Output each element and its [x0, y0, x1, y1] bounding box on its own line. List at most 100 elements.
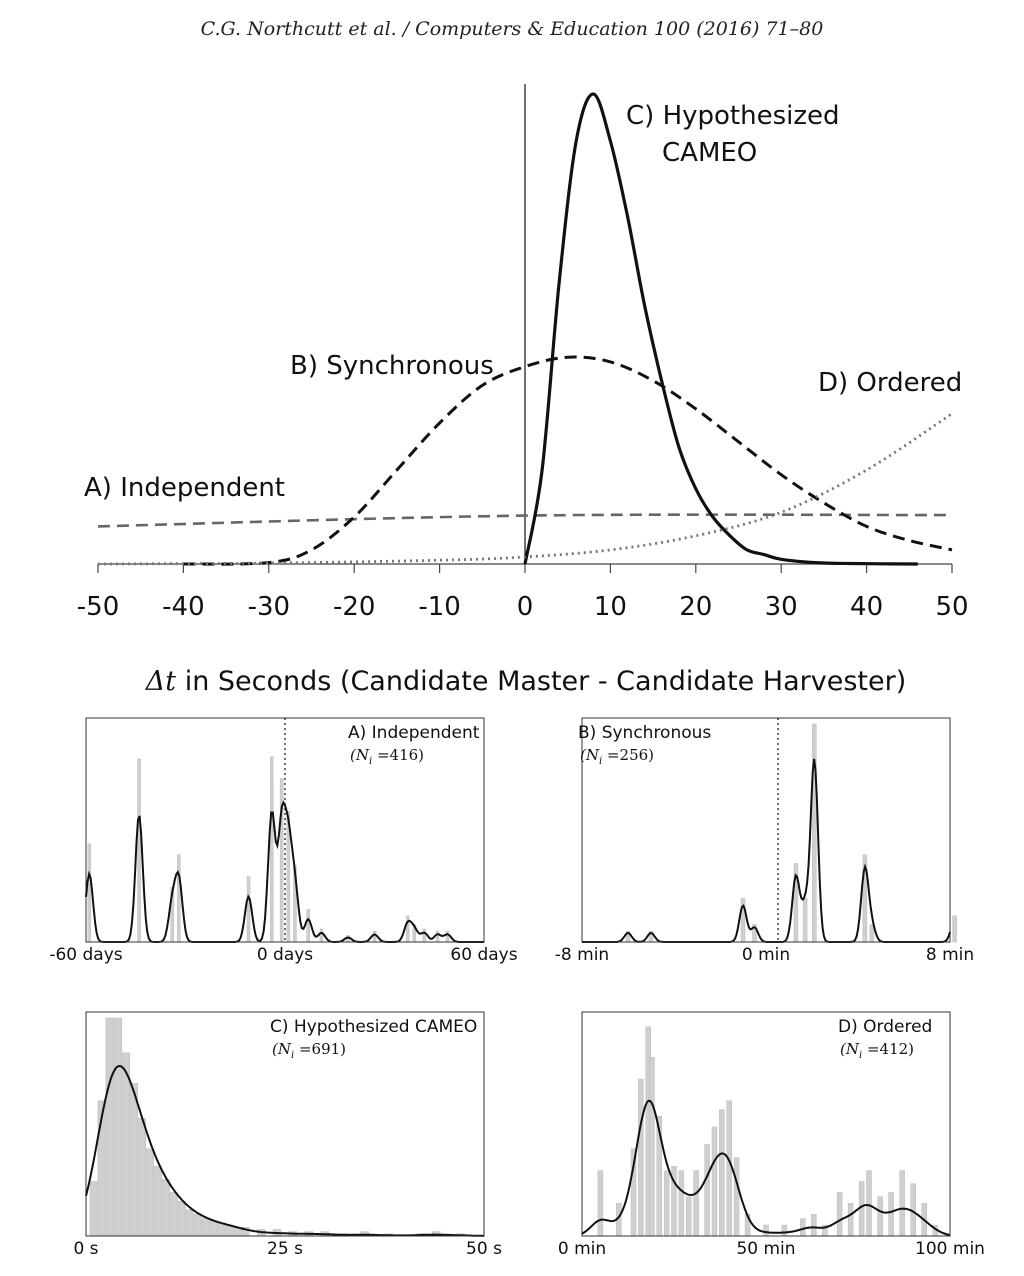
n-label: (Ni =256)	[580, 746, 654, 767]
density-curve	[582, 758, 951, 943]
histogram-bar	[269, 756, 274, 943]
histogram-bar	[812, 723, 817, 943]
x-axis-symbol: Δt	[145, 666, 176, 697]
histogram-bar	[877, 1196, 883, 1237]
main-chart: -50 -40 -30 -20 -10 0 10 20 30 40 50 A) Independent…	[77, 84, 969, 697]
x-tick-label: 100 min	[915, 1239, 985, 1259]
histogram-bar	[193, 1213, 202, 1237]
histogram-bar	[952, 915, 957, 943]
panel-b-synchronous: -8 min 0 min 8 min B) Synchronous (Ni =256)	[555, 717, 974, 965]
histogram-bar	[177, 1200, 186, 1237]
histogram-bar	[711, 1126, 718, 1237]
series-label: D) Ordered	[818, 368, 962, 398]
histogram-bar	[209, 1220, 218, 1237]
x-axis-text: in Seconds (Candidate Master - Candidate…	[176, 666, 906, 697]
series-c-cameo	[523, 92, 918, 566]
histogram-bar	[888, 1192, 894, 1237]
histogram-bar	[306, 909, 310, 943]
n-label-subscript: i	[369, 756, 372, 767]
histogram-bar	[802, 898, 808, 943]
n-label-value: =412)	[862, 1040, 914, 1058]
histogram-bar	[869, 924, 875, 943]
histogram-bar	[704, 1144, 710, 1237]
series-label-c-line2: CAMEO	[662, 138, 757, 168]
histogram-bar	[105, 1017, 115, 1237]
histogram-bar	[145, 1148, 154, 1237]
panel-a-independent: -60 days 0 days 60 days A) Independent (Ni =…	[49, 717, 518, 965]
panel-d-ordered: 0 min 50 min 100 min D) Ordered (Ni =412)	[558, 1011, 985, 1259]
histogram-bar	[726, 1100, 732, 1237]
histogram-bar	[137, 1118, 146, 1237]
n-label-symbol: (N	[580, 746, 600, 764]
histogram-bar	[763, 1224, 769, 1237]
n-label-value: =691)	[294, 1040, 346, 1058]
x-tick-label: 50 min	[736, 1239, 795, 1259]
n-label-symbol: (N	[272, 1040, 292, 1058]
histogram-bar	[372, 930, 377, 943]
histogram-bar	[121, 1052, 131, 1237]
histogram-bar	[899, 1170, 905, 1237]
histogram-bar	[685, 1196, 692, 1237]
histogram-bar	[422, 928, 427, 943]
histogram-bar	[217, 1222, 226, 1237]
histogram-bar	[663, 1170, 670, 1237]
histogram-bar	[811, 1213, 817, 1237]
series-label: B) Synchronous	[290, 351, 494, 381]
x-tick-label: -30	[248, 592, 290, 622]
series-label: A) Independent	[84, 473, 285, 503]
x-tick-label: -60 days	[49, 945, 122, 965]
histogram-bar	[678, 1170, 685, 1237]
n-label-value: =256)	[602, 746, 654, 764]
histogram-bar	[87, 843, 92, 943]
histogram-bar	[445, 930, 450, 943]
x-tick-label: -20	[333, 592, 375, 622]
histogram-bar	[113, 1017, 123, 1237]
histogram-bar	[137, 758, 141, 943]
histogram-bar	[319, 928, 324, 943]
histogram-bar	[800, 1218, 806, 1237]
histogram-bar	[201, 1218, 210, 1237]
n-label-symbol: (N	[350, 746, 370, 764]
histogram-bar	[597, 1170, 604, 1237]
series-label-c-line1: C) Hypothesized	[626, 101, 840, 131]
histogram-bar	[733, 1157, 740, 1237]
histogram-bar	[246, 876, 251, 943]
histogram-bar	[719, 1109, 725, 1237]
density-curve	[581, 1099, 951, 1236]
histogram-bar	[169, 1192, 178, 1237]
x-tick-label: 0 days	[257, 945, 313, 965]
n-label: (Ni =412)	[840, 1040, 914, 1061]
series-a-independent	[97, 513, 953, 528]
histogram-bar	[847, 1203, 854, 1237]
n-label-value: =416)	[372, 746, 424, 764]
x-tick-label: -50	[77, 592, 119, 622]
histogram-bar	[866, 1170, 872, 1237]
series-b-synchronous	[183, 355, 953, 566]
panel-title: B) Synchronous	[578, 723, 711, 743]
histogram-bar	[129, 1083, 139, 1237]
histogram-bar	[638, 1078, 644, 1237]
x-tick-label: 50	[935, 592, 968, 622]
histogram-bar	[649, 1056, 655, 1237]
panel-c-cameo: 0 s 25 s 50 s C) Hypothesized CAMEO (Ni =691…	[73, 1011, 502, 1259]
x-tick-label: 60 days	[450, 945, 517, 965]
x-tick-label: 10	[594, 592, 627, 622]
histogram-bar	[161, 1179, 170, 1237]
n-label-symbol: (N	[840, 1040, 860, 1058]
x-tick-label: 25 s	[267, 1239, 303, 1259]
x-tick-label: 8 min	[926, 945, 974, 965]
x-axis-label: Δt in Seconds (Candidate Master - Candid…	[145, 666, 906, 697]
x-tick-label: 50 s	[466, 1239, 502, 1259]
x-tick-label: -10	[418, 592, 460, 622]
histogram-bar	[177, 854, 181, 943]
series-label-c: C) Hypothesized CAMEO	[626, 101, 840, 168]
x-tick-label: 20	[679, 592, 712, 622]
histogram-bar	[89, 1181, 99, 1237]
histogram-bar	[435, 930, 440, 943]
x-tick-label: 40	[850, 592, 883, 622]
histogram-bar	[781, 1224, 788, 1237]
panel-title: A) Independent	[348, 723, 480, 743]
x-tick-label: 0 s	[73, 1239, 98, 1259]
x-tick-label: 0	[517, 592, 534, 622]
density-curve	[85, 1064, 484, 1237]
